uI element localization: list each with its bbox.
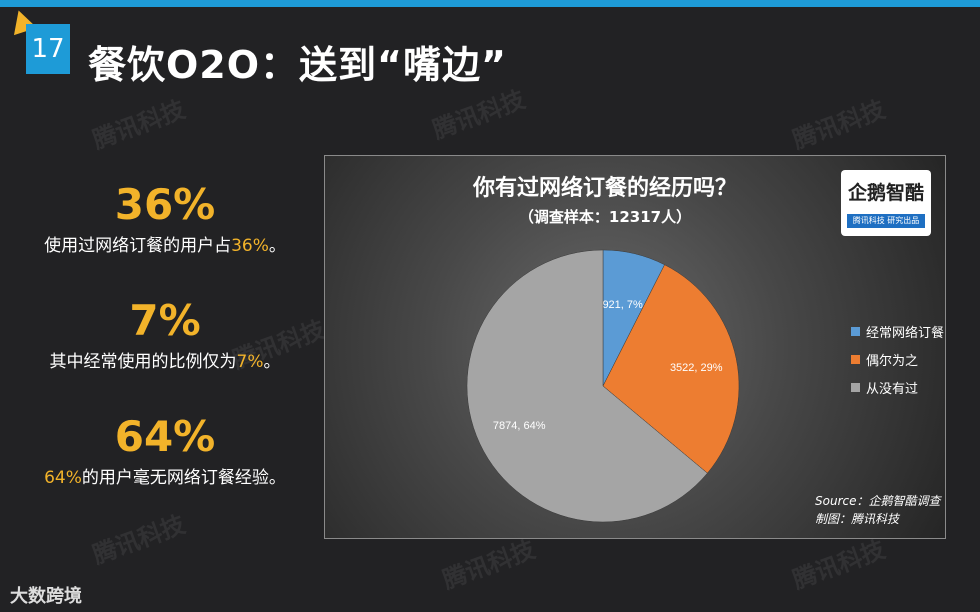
- legend-item: 经常网络订餐: [851, 322, 944, 341]
- watermark: 腾讯科技: [438, 535, 539, 595]
- page-number-badge: 17: [26, 24, 70, 74]
- stat-big-value: 36%: [114, 180, 216, 229]
- legend-item: 从没有过: [851, 378, 944, 397]
- chart-subtitle: （调查样本：12317人）: [518, 208, 692, 226]
- chart-title: 你有过网络订餐的经历吗？: [472, 176, 737, 201]
- page-title: 餐饮O2O：送到“嘴边”: [88, 43, 507, 87]
- stat-desc-post: 。: [263, 352, 281, 372]
- stat-description: 使用过网络订餐的用户占36%。: [20, 231, 310, 256]
- pie-chart: 921, 7% 3522, 29% 7874, 64%: [466, 249, 740, 523]
- legend-label: 从没有过: [866, 382, 919, 397]
- stat-desc-post: 的用户毫无网络订餐经验。: [81, 468, 286, 488]
- footer-brand-logo: 大数跨境: [10, 586, 82, 607]
- stat-desc-pre: 其中经常使用的比例仅为: [49, 352, 237, 372]
- penguin-intelligence-logo: 企鹅智酷 腾讯科技 研究出品: [841, 170, 931, 236]
- stat-desc-highlight: 7%: [236, 352, 264, 372]
- stat-desc-highlight: 64%: [44, 468, 82, 488]
- pie-data-label: 7874, 64%: [493, 420, 546, 432]
- watermark: 腾讯科技: [788, 535, 889, 595]
- legend-item: 偶尔为之: [851, 350, 944, 369]
- stat-desc-pre: 使用过网络订餐的用户占: [44, 236, 232, 256]
- legend-swatch: [851, 355, 860, 364]
- watermark: 腾讯科技: [788, 95, 889, 155]
- legend-label: 偶尔为之: [866, 354, 919, 369]
- pie-slice: [602, 264, 740, 474]
- stat-big-value: 64%: [114, 412, 216, 461]
- watermark: 腾讯科技: [428, 85, 529, 145]
- stat-description: 其中经常使用的比例仅为7%。: [20, 347, 310, 372]
- legend-swatch: [851, 327, 860, 336]
- stat-block: 36% 使用过网络订餐的用户占36%。: [20, 180, 310, 256]
- logo-sub-text: 腾讯科技 研究出品: [847, 214, 925, 228]
- pie-slice: [466, 249, 708, 523]
- stat-big-value: 7%: [129, 296, 201, 345]
- chart-legend: 经常网络订餐 偶尔为之 从没有过: [851, 322, 944, 406]
- stat-desc-highlight: 36%: [231, 236, 269, 256]
- stat-description: 64%的用户毫无网络订餐经验。: [20, 463, 310, 488]
- chart-credit: 制图：腾讯科技: [815, 512, 900, 526]
- watermark: 腾讯科技: [88, 95, 189, 155]
- chart-source: Source：企鹅智酷调查: [815, 494, 941, 508]
- stat-desc-post: 。: [268, 236, 286, 256]
- top-accent-bar: [0, 0, 980, 7]
- chart-panel: 921, 7% 3522, 29% 7874, 64% 你有过网络订餐的经历吗？ （…: [324, 155, 946, 539]
- logo-main-text: 企鹅智酷: [847, 182, 924, 204]
- pie-data-label: 3522, 29%: [670, 362, 723, 374]
- pie-data-label: 921, 7%: [602, 299, 643, 311]
- stat-block: 7% 其中经常使用的比例仅为7%。: [20, 296, 310, 372]
- legend-swatch: [851, 383, 860, 392]
- legend-label: 经常网络订餐: [866, 326, 945, 341]
- watermark: 腾讯科技: [88, 510, 189, 570]
- stat-block: 64% 64%的用户毫无网络订餐经验。: [20, 412, 310, 488]
